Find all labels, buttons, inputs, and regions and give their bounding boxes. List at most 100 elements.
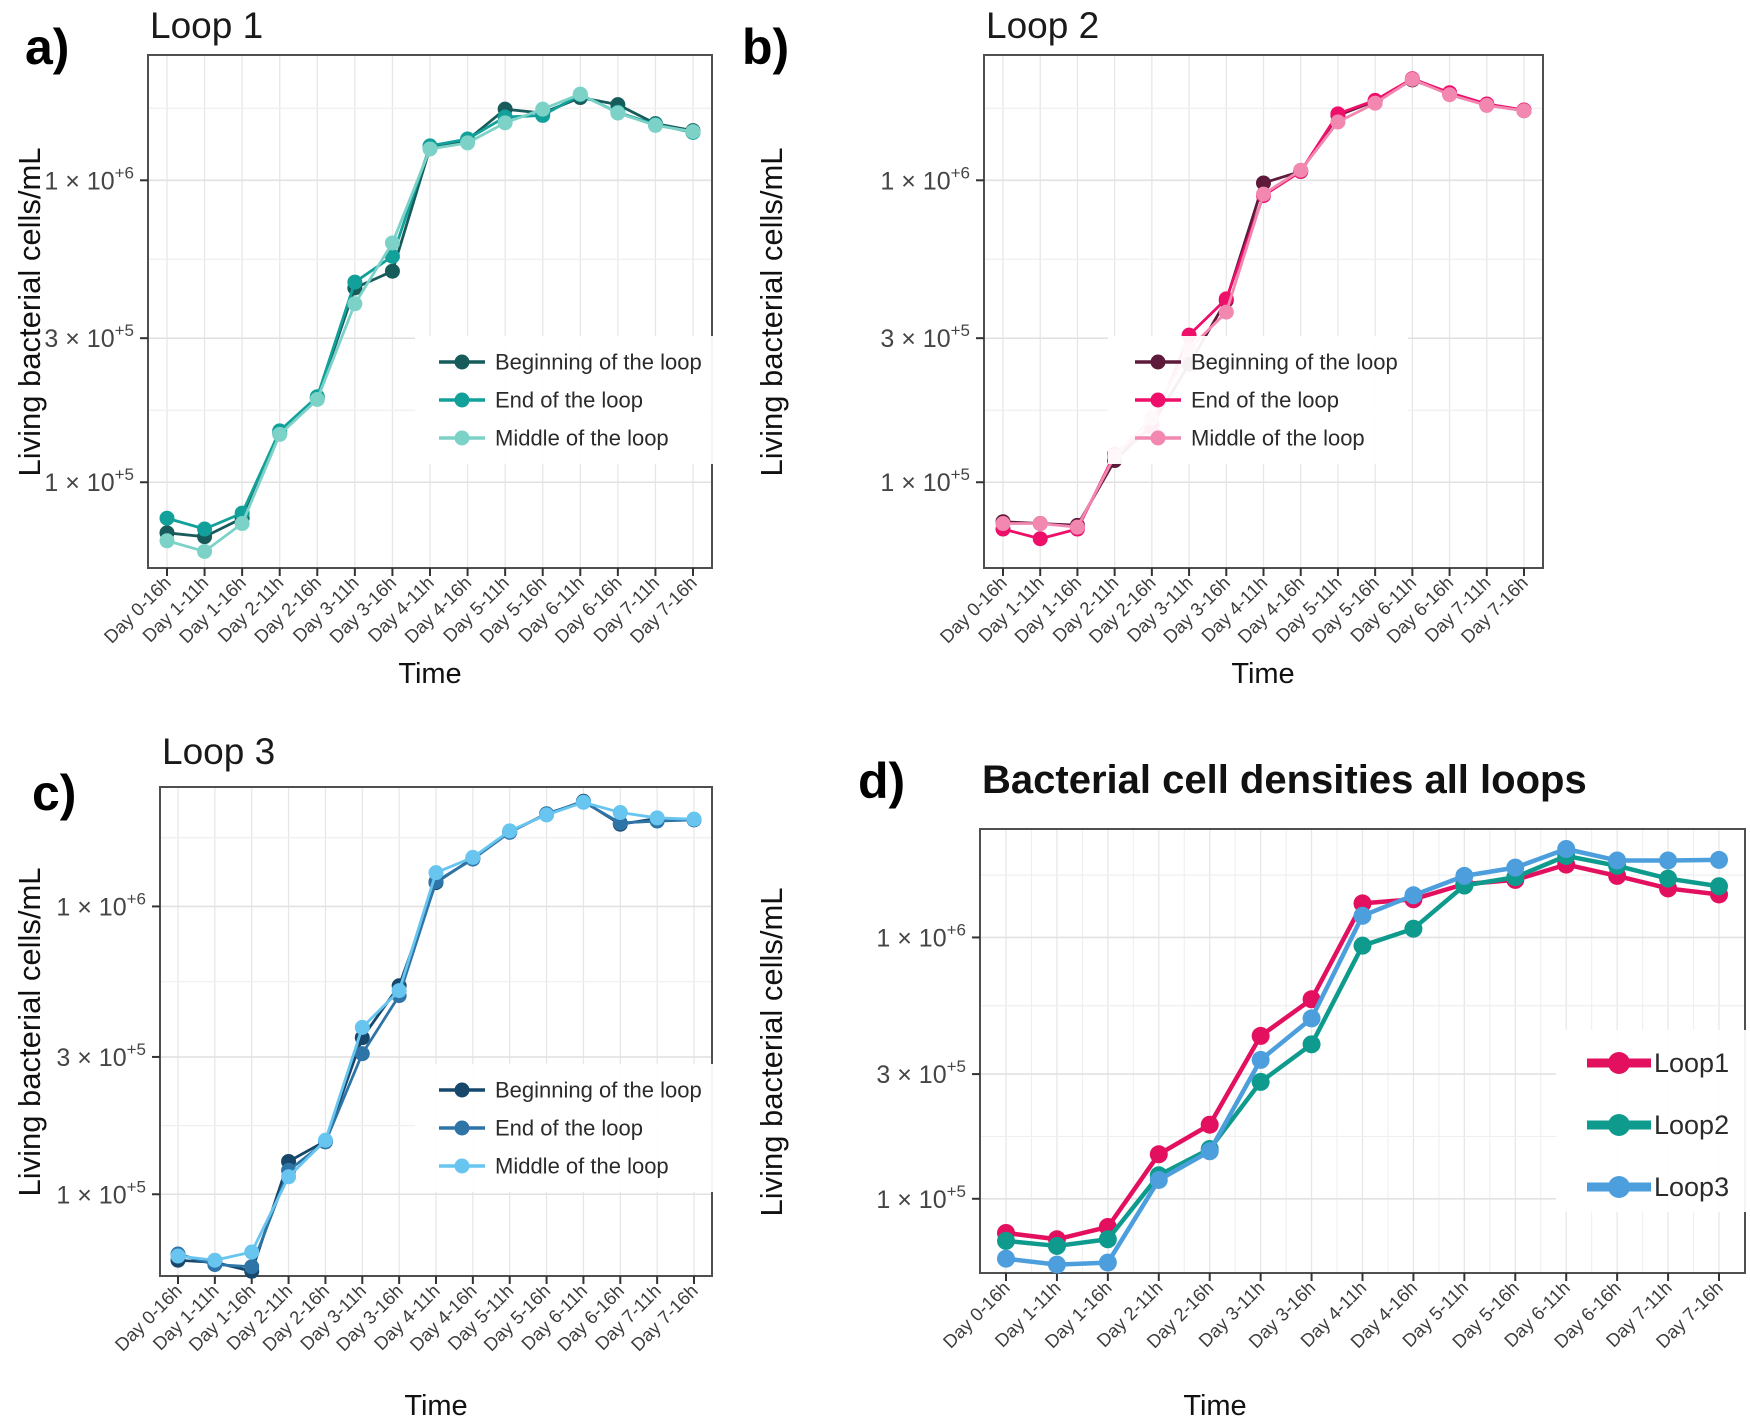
legend-label: Beginning of the loop: [495, 1078, 702, 1103]
data-point: [685, 124, 701, 140]
legend-label: Middle of the loop: [1191, 426, 1365, 451]
series-loop3: [997, 839, 1728, 1274]
gridlines: [160, 787, 712, 1276]
data-point: [1251, 1050, 1270, 1069]
y-tick-label: 1 × 10+6: [880, 163, 970, 195]
data-point: [170, 1248, 186, 1264]
legend-marker-dot: [1608, 1176, 1630, 1198]
data-point: [1098, 1230, 1117, 1249]
data-point: [1608, 851, 1627, 870]
data-point: [1302, 1035, 1321, 1054]
legend-label: Loop3: [1654, 1172, 1729, 1202]
panel-letter-c: c): [32, 765, 77, 821]
data-point: [1032, 516, 1048, 532]
data-point: [997, 1249, 1015, 1268]
y-tick-label: 1 × 10+5: [876, 1182, 966, 1214]
data-point: [1032, 531, 1048, 547]
panel-title-loop2: Loop 2: [986, 5, 1100, 46]
y-tick-label: 3 × 10+5: [44, 321, 134, 353]
series-loop2: [997, 846, 1728, 1255]
data-point: [1659, 851, 1678, 870]
data-point: [1256, 186, 1271, 202]
data-point: [1442, 87, 1458, 103]
data-point: [1256, 175, 1271, 191]
legend-a: Beginning of the loop End of the loop Midd…: [415, 336, 714, 464]
data-point: [422, 141, 438, 157]
legend-marker-dot: [1150, 430, 1166, 446]
legend-label: End of the loop: [495, 388, 643, 413]
data-point: [384, 235, 400, 251]
legend-label: Loop2: [1654, 1110, 1729, 1140]
data-point: [1659, 869, 1678, 888]
data-point: [1047, 1236, 1066, 1255]
data-point: [1069, 519, 1085, 535]
data-point: [354, 1046, 370, 1062]
panel-letter-a: a): [25, 19, 70, 75]
data-point: [1200, 1142, 1219, 1161]
y-axis-ticks: 1 × 10+6 3 × 10+5 1 × 10+5: [880, 163, 984, 497]
data-point: [159, 533, 175, 549]
data-point: [997, 1231, 1015, 1250]
data-point: [1200, 1115, 1219, 1134]
legend-label: End of the loop: [1191, 388, 1339, 413]
data-point: [539, 807, 555, 823]
legend-marker-dot: [454, 354, 470, 370]
legend-marker-dot: [1150, 392, 1166, 408]
data-point: [497, 115, 513, 131]
x-axis-label-a: Time: [398, 658, 462, 690]
data-point: [1293, 162, 1309, 178]
data-point: [1098, 1253, 1117, 1272]
data-point: [610, 105, 626, 121]
y-tick-label: 1 × 10+6: [56, 889, 146, 921]
data-point: [1251, 1026, 1270, 1045]
data-point: [1455, 866, 1474, 885]
legend-marker-dot: [454, 1082, 470, 1098]
x-axis-label-b: Time: [1231, 658, 1295, 690]
data-point: [572, 86, 588, 102]
data-point: [1710, 877, 1728, 896]
panel-title-all-loops: Bacterial cell densities all loops: [982, 758, 1587, 802]
data-point: [1404, 886, 1423, 905]
y-axis-label-b: Living bacterial cells/mL: [754, 147, 789, 477]
data-point: [1710, 850, 1728, 869]
y-tick-label: 3 × 10+5: [56, 1040, 146, 1072]
data-point: [428, 865, 444, 881]
data-point: [309, 391, 325, 407]
x-axis-label-c: Time: [404, 1390, 468, 1422]
data-point: [1479, 97, 1495, 113]
data-point: [384, 263, 400, 279]
y-tick-label: 3 × 10+5: [876, 1057, 966, 1089]
data-point: [1251, 1072, 1270, 1091]
data-point: [1506, 858, 1525, 877]
data-point: [207, 1252, 223, 1268]
legend-marker-dot: [454, 1158, 470, 1174]
legend-marker-dot: [1608, 1052, 1630, 1074]
data-point: [244, 1259, 260, 1275]
data-point: [1047, 1255, 1066, 1274]
data-point: [1149, 1145, 1168, 1164]
data-point: [1516, 103, 1532, 119]
data-point: [647, 117, 663, 133]
data-point: [1218, 304, 1234, 320]
data-point: [317, 1132, 333, 1148]
data-point: [354, 1019, 370, 1035]
data-point: [465, 849, 481, 865]
y-tick-label: 1 × 10+5: [880, 465, 970, 497]
data-point: [1353, 894, 1372, 913]
data-point: [460, 135, 476, 151]
legend-b: Beginning of the loop End of the loop Midd…: [1108, 336, 1408, 464]
data-point: [686, 811, 702, 827]
data-point: [612, 815, 628, 831]
legend-marker-dot: [454, 1120, 470, 1136]
data-point: [384, 248, 400, 264]
data-point: [1557, 839, 1576, 858]
data-point: [1404, 919, 1423, 938]
y-axis-ticks: 1 × 10+6 3 × 10+5 1 × 10+5: [56, 889, 160, 1209]
legend-label: Beginning of the loop: [495, 350, 702, 375]
